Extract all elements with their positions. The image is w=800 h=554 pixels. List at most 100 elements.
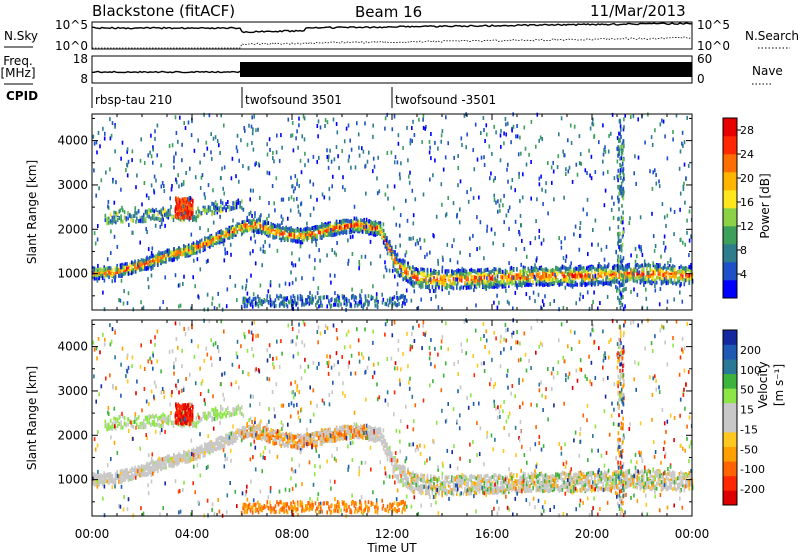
power-cell bbox=[262, 229, 265, 234]
power-cell bbox=[444, 155, 447, 160]
power-cell bbox=[430, 268, 432, 273]
power-cell bbox=[457, 154, 459, 158]
colorbar-swatch bbox=[723, 154, 737, 173]
power-cell bbox=[679, 290, 681, 295]
power-cell bbox=[148, 260, 151, 265]
power-cell bbox=[363, 222, 365, 227]
power-cell bbox=[568, 165, 571, 170]
power-cell bbox=[394, 155, 397, 160]
power-cell bbox=[335, 298, 338, 303]
power-cell bbox=[663, 234, 666, 239]
power-cell bbox=[519, 213, 522, 218]
power-cell bbox=[552, 160, 554, 165]
power-cell bbox=[630, 115, 632, 120]
power-cell bbox=[343, 299, 346, 304]
power-cell bbox=[550, 269, 552, 274]
power-colorbar-tick-label: 16 bbox=[740, 196, 754, 209]
power-cell bbox=[534, 263, 536, 268]
power-cell bbox=[598, 140, 600, 145]
power-cell bbox=[255, 226, 257, 231]
power-cell bbox=[675, 281, 677, 286]
power-cell bbox=[417, 281, 419, 285]
power-cell bbox=[203, 112, 205, 117]
power-cell bbox=[418, 117, 420, 122]
power-cell bbox=[654, 244, 657, 248]
power-cell bbox=[304, 227, 307, 232]
power-cell bbox=[405, 288, 408, 293]
power-cell bbox=[615, 273, 617, 278]
power-cell bbox=[665, 281, 668, 286]
power-cell bbox=[602, 123, 604, 128]
power-cell bbox=[405, 275, 407, 280]
power-cell bbox=[155, 257, 157, 262]
power-cell bbox=[296, 182, 298, 187]
power-cell bbox=[488, 144, 491, 149]
power-cell bbox=[420, 281, 422, 285]
power-cell bbox=[173, 247, 175, 251]
power-cell bbox=[203, 192, 206, 197]
power-cell bbox=[230, 225, 232, 230]
power-cell bbox=[178, 283, 181, 288]
power-cell bbox=[538, 182, 541, 187]
power-cell bbox=[246, 291, 249, 296]
power-cell bbox=[527, 278, 530, 283]
power-cell bbox=[356, 223, 359, 228]
power-cell bbox=[622, 295, 624, 299]
power-cell bbox=[617, 153, 619, 158]
power-cell bbox=[372, 134, 374, 139]
power-cell bbox=[173, 251, 175, 256]
power-cell bbox=[221, 207, 224, 212]
power-cell bbox=[431, 270, 434, 275]
power-cell bbox=[410, 281, 413, 286]
power-cell bbox=[646, 266, 648, 271]
power-cell bbox=[170, 205, 172, 209]
power-cell bbox=[330, 225, 333, 229]
power-cell bbox=[154, 136, 156, 141]
power-cell bbox=[636, 268, 639, 273]
power-cell bbox=[622, 178, 624, 183]
power-cell bbox=[112, 179, 114, 184]
colorbar-swatch bbox=[723, 118, 737, 137]
power-cell bbox=[272, 156, 274, 161]
power-cell bbox=[148, 264, 151, 269]
power-cell bbox=[152, 253, 154, 258]
power-cell bbox=[405, 270, 408, 275]
power-cell bbox=[584, 268, 586, 273]
power-cell bbox=[466, 282, 469, 287]
velocity-cell bbox=[108, 476, 110, 481]
power-cell bbox=[204, 236, 206, 241]
power-cell bbox=[617, 254, 619, 259]
power-cell bbox=[355, 295, 358, 300]
power-cell bbox=[329, 148, 331, 153]
power-cell bbox=[553, 299, 555, 303]
power-cell bbox=[123, 215, 126, 220]
power-cell bbox=[160, 222, 163, 227]
power-cell bbox=[501, 279, 504, 284]
power-cell bbox=[441, 129, 444, 134]
power-cell bbox=[483, 275, 486, 280]
power-cell bbox=[516, 276, 518, 280]
power-cell bbox=[150, 261, 153, 266]
power-cell bbox=[394, 259, 396, 264]
power-cell bbox=[207, 307, 209, 312]
power-cell bbox=[293, 238, 296, 243]
power-cell bbox=[335, 221, 338, 226]
power-cell bbox=[218, 230, 221, 234]
power-cell bbox=[165, 259, 167, 264]
power-cell bbox=[162, 210, 164, 215]
power-cell bbox=[348, 154, 350, 159]
power-cell bbox=[336, 130, 339, 135]
velocity-cell bbox=[93, 473, 96, 478]
power-cell bbox=[412, 221, 415, 226]
power-cell bbox=[634, 276, 637, 281]
power-cell bbox=[330, 280, 332, 285]
power-cell bbox=[425, 282, 427, 287]
power-cell bbox=[358, 226, 361, 231]
power-cell bbox=[331, 297, 333, 302]
nsky-trace bbox=[92, 22, 692, 34]
power-cell bbox=[422, 114, 425, 119]
power-cell bbox=[435, 214, 438, 219]
power-cell bbox=[292, 189, 295, 194]
power-cell bbox=[224, 251, 227, 256]
power-cell bbox=[551, 267, 554, 272]
